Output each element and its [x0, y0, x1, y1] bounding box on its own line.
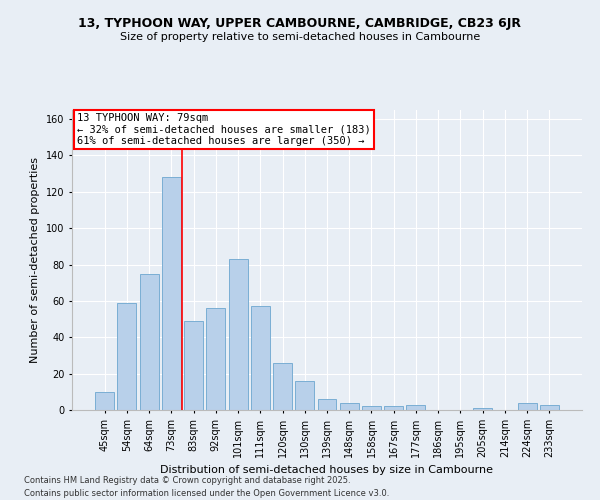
Text: 13 TYPHOON WAY: 79sqm
← 32% of semi-detached houses are smaller (183)
61% of sem: 13 TYPHOON WAY: 79sqm ← 32% of semi-deta…: [77, 113, 371, 146]
Bar: [384, 406, 403, 410]
Text: 13, TYPHOON WAY, UPPER CAMBOURNE, CAMBRIDGE, CB23 6JR: 13, TYPHOON WAY, UPPER CAMBOURNE, CAMBRI…: [79, 18, 521, 30]
Bar: [406, 404, 425, 410]
Bar: [540, 404, 559, 410]
Bar: [362, 406, 381, 410]
Bar: [229, 259, 248, 410]
Bar: [295, 381, 314, 410]
Text: Contains HM Land Registry data © Crown copyright and database right 2025.
Contai: Contains HM Land Registry data © Crown c…: [24, 476, 389, 498]
Text: Size of property relative to semi-detached houses in Cambourne: Size of property relative to semi-detach…: [120, 32, 480, 42]
Bar: [473, 408, 492, 410]
Y-axis label: Number of semi-detached properties: Number of semi-detached properties: [31, 157, 40, 363]
Bar: [273, 362, 292, 410]
Bar: [184, 321, 203, 410]
X-axis label: Distribution of semi-detached houses by size in Cambourne: Distribution of semi-detached houses by …: [161, 466, 493, 475]
Bar: [340, 402, 359, 410]
Bar: [251, 306, 270, 410]
Bar: [206, 308, 225, 410]
Bar: [162, 178, 181, 410]
Bar: [317, 399, 337, 410]
Bar: [140, 274, 158, 410]
Bar: [518, 402, 536, 410]
Bar: [95, 392, 114, 410]
Bar: [118, 302, 136, 410]
